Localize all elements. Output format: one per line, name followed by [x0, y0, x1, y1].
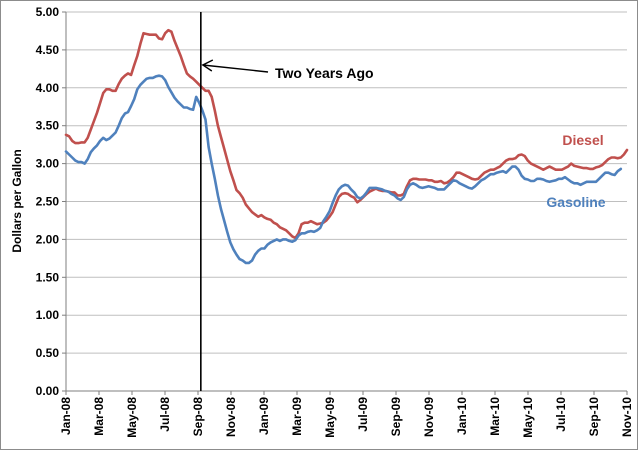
- y-tick-label: 0.00: [36, 384, 60, 398]
- x-tick-label: Mar-09: [290, 397, 304, 436]
- y-tick-label: 4.00: [36, 81, 60, 95]
- y-tick-label: 2.50: [36, 195, 60, 209]
- x-tick-label: Nov-08: [224, 397, 238, 437]
- x-tick-label: Mar-08: [92, 397, 106, 436]
- x-tick-label: Sep-09: [389, 397, 403, 437]
- annotation-arrowhead: [201, 59, 214, 72]
- gridlines: [62, 11, 628, 395]
- x-tick-label: Jul-09: [356, 397, 370, 432]
- x-tick-label: May-08: [125, 397, 139, 438]
- series-label-diesel: Diesel: [562, 132, 603, 148]
- y-tick-label: 4.50: [36, 43, 60, 57]
- annotation-group: Two Years Ago: [200, 12, 374, 391]
- y-tick-label: 3.00: [36, 157, 60, 171]
- x-tick-label: Mar-10: [488, 397, 502, 436]
- x-tick-label: Jul-08: [158, 397, 172, 432]
- x-tick-label: Sep-08: [191, 397, 205, 437]
- x-tick-label: Jan-09: [257, 397, 271, 435]
- x-tick-label: Nov-10: [620, 397, 634, 437]
- y-tick-label: 3.50: [36, 119, 60, 133]
- y-tick-label: 1.00: [36, 308, 60, 322]
- y-tick-label: 0.50: [36, 346, 60, 360]
- y-tick-label: 5.00: [36, 5, 60, 19]
- annotation-arrow-line: [202, 64, 269, 73]
- series-line-diesel: [64, 28, 629, 240]
- y-tick-labels: 0.00 0.50 1.00 1.50 2.00 2.50 3.00 3.50 4.00 4.50…: [36, 5, 60, 398]
- x-tick-label: Nov-09: [422, 397, 436, 437]
- annotation-text: Two Years Ago: [275, 65, 374, 81]
- series-line-gasoline: [64, 74, 623, 265]
- y-tick-label: 1.50: [36, 270, 60, 284]
- x-tick-label: May-09: [323, 397, 337, 438]
- series-lines: Diesel Gasoline: [64, 28, 629, 265]
- x-tick-label: May-10: [521, 397, 535, 438]
- y-axis-label: Dollars per Gallon: [10, 149, 24, 252]
- x-tick-label: Jan-08: [59, 397, 73, 435]
- series-label-gasoline: Gasoline: [546, 194, 605, 210]
- x-tick-label: Jul-10: [554, 397, 568, 432]
- y-tick-label: 2.00: [36, 232, 60, 246]
- x-tick-label: Jan-10: [455, 397, 469, 435]
- x-tick-label: Sep-10: [587, 397, 601, 437]
- x-tick-labels: Jan-08 Mar-08 May-08 Jul-08 Sep-08 Nov-08 Jan-…: [59, 397, 634, 438]
